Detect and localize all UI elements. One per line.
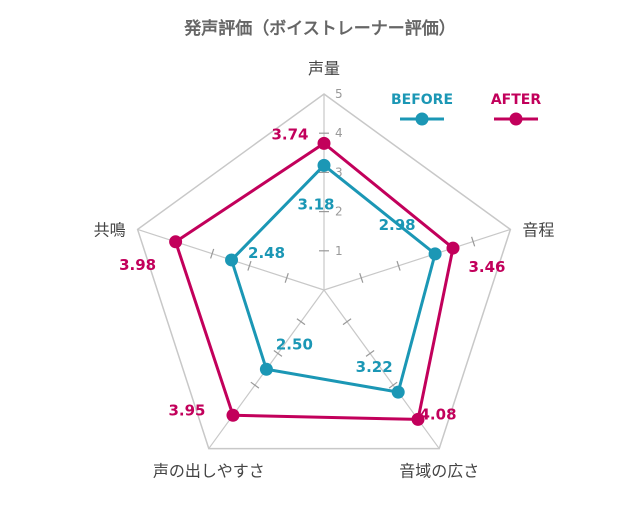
tick-label: 5 — [335, 87, 343, 101]
legend-marker — [415, 112, 429, 126]
value-label-after: 4.08 — [420, 405, 457, 423]
grid-tick-mark — [365, 350, 375, 357]
tick-label: 3 — [335, 165, 343, 179]
grid-tick-mark — [396, 260, 401, 271]
value-labels: 3.18 2.98 3.22 2.50 2.48 3.74 3.46 4.08 3.95 3.98 — [119, 125, 505, 423]
series-point — [411, 412, 425, 426]
tick-label: 4 — [335, 126, 343, 140]
legend-label: AFTER — [491, 92, 542, 108]
grid-tick-mark — [273, 350, 283, 357]
grid-spoke — [323, 228, 511, 291]
value-label-before: 2.48 — [248, 244, 285, 262]
series-line — [174, 141, 455, 421]
series-before — [225, 158, 442, 399]
series-point — [428, 247, 442, 261]
axis-label: 音程 — [522, 220, 554, 239]
value-label-after: 3.74 — [271, 125, 308, 143]
series-point — [391, 385, 405, 399]
series-point — [317, 136, 331, 150]
series-layer — [169, 136, 460, 426]
legend: BEFORE AFTER — [391, 92, 541, 126]
series-line — [230, 163, 437, 394]
value-label-before: 3.18 — [297, 195, 334, 213]
series-point — [169, 235, 183, 249]
legend-label: BEFORE — [391, 92, 453, 108]
value-label-before: 3.22 — [356, 358, 393, 376]
series-point — [446, 241, 460, 255]
grid-tick-mark — [210, 248, 215, 259]
series-point — [226, 408, 240, 422]
legend-item-after: AFTER — [491, 92, 542, 126]
value-label-before: 2.50 — [276, 335, 313, 353]
grid-tick-mark — [247, 260, 252, 271]
tick-label: 2 — [335, 205, 343, 219]
grid-tick-mark — [342, 318, 352, 326]
legend-marker — [509, 112, 523, 126]
value-label-after: 3.98 — [119, 256, 156, 274]
value-label-after: 3.95 — [168, 401, 205, 419]
value-label-after: 3.46 — [468, 258, 505, 276]
axis-label: 声の出しやすさ — [153, 462, 265, 481]
series-point — [259, 362, 273, 376]
grid-tick-mark — [250, 381, 260, 389]
radial-tick-labels: 1 2 3 4 5 — [335, 87, 343, 258]
grid-outer-pentagon — [136, 93, 512, 450]
grid-tick-mark — [359, 272, 364, 283]
grid-tick-mark — [284, 272, 289, 283]
axis-label: 声量 — [308, 59, 340, 78]
chart-title: 発声評価（ボイストレーナー評価） — [183, 18, 456, 39]
grid-tick-mark — [388, 381, 398, 389]
axis-label: 共鳴 — [94, 220, 126, 239]
grid-tick-mark — [296, 318, 306, 326]
grid-tick-mark — [471, 236, 476, 247]
axis-label: 音域の広さ — [399, 462, 479, 481]
value-label-before: 2.98 — [379, 216, 416, 234]
series-point — [317, 158, 331, 172]
series-after — [169, 136, 460, 426]
legend-item-before: BEFORE — [391, 92, 453, 126]
series-point — [225, 253, 239, 267]
tick-label: 1 — [335, 244, 343, 258]
